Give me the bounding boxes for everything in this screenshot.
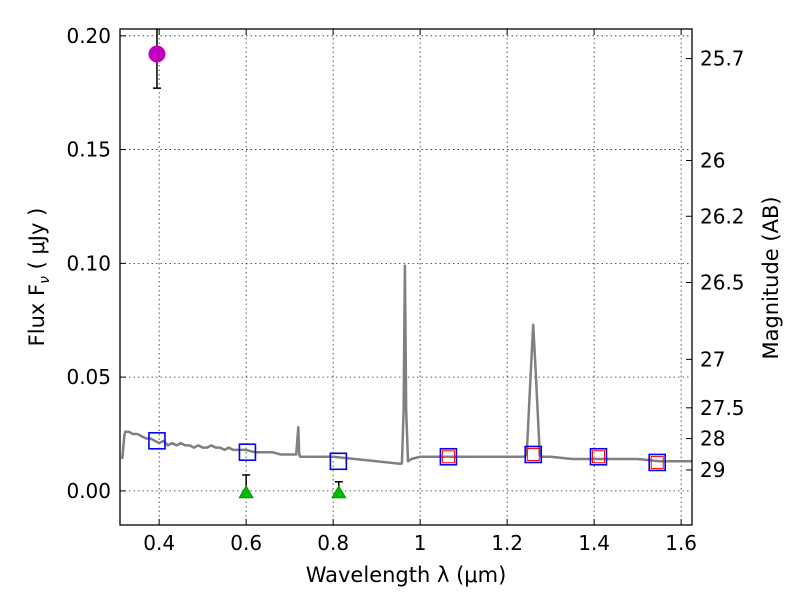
x-tick-label: 1.4 xyxy=(578,531,610,555)
right-tick-label: 26 xyxy=(700,149,725,173)
y-axis-label-sub: ν xyxy=(37,276,53,284)
model-band-point xyxy=(526,447,540,461)
x-tick-label: 0.4 xyxy=(143,531,175,555)
y-axis-label-main: Flux F xyxy=(25,284,49,346)
photometry-point xyxy=(148,432,166,450)
y-tick-label: 0.20 xyxy=(66,24,111,48)
y-axis-right-label: Magnitude (AB) xyxy=(759,196,783,359)
photometry-point xyxy=(524,445,543,464)
model-band-point xyxy=(441,450,455,464)
grid-lines xyxy=(120,29,692,525)
x-tick-label: 0.6 xyxy=(230,531,262,555)
right-tick-label: 26.2 xyxy=(700,204,745,228)
plot-frame xyxy=(119,28,693,526)
photometry-point xyxy=(648,453,667,472)
y-tick-label: 0.15 xyxy=(66,138,111,162)
y-tick-label: 0.05 xyxy=(66,365,111,389)
right-tick-label: 28 xyxy=(700,427,725,451)
model-band-point xyxy=(591,450,605,464)
right-tick-label: 27.5 xyxy=(700,396,745,420)
right-tick-label: 25.7 xyxy=(700,47,745,71)
photometry-point xyxy=(238,443,257,461)
right-tick-label: 26.5 xyxy=(700,270,745,294)
x-tick-label: 1.6 xyxy=(665,531,697,555)
detection-point xyxy=(148,45,166,63)
limit-triangle-point xyxy=(238,485,254,499)
photometry-point xyxy=(329,452,348,471)
right-tick-label: 27 xyxy=(700,347,725,371)
right-tick-label: 29 xyxy=(700,458,725,482)
x-tick-label: 1 xyxy=(414,531,427,555)
y-tick-label: 0.10 xyxy=(66,251,111,275)
limit-triangle-point xyxy=(331,485,347,499)
x-tick-label: 0.8 xyxy=(317,531,349,555)
x-tick-label: 1.2 xyxy=(491,531,523,555)
model-sed-layer xyxy=(120,264,692,465)
photometry-point xyxy=(589,447,608,466)
model-sed-line xyxy=(120,264,692,465)
y-tick-label: 0.00 xyxy=(66,479,111,503)
photometry-layer xyxy=(148,29,667,499)
axis-ticks: 0.4 0.6 0.8 1 1.2 1.4 1.6 0.00 0.05 0.10 0.15 0.20 2… xyxy=(66,24,744,555)
y-axis-label: Flux Fν ( μJy ) xyxy=(25,208,53,347)
photometry-point xyxy=(439,447,458,466)
model-band-point xyxy=(650,455,664,469)
x-axis-label: Wavelength λ (μm) xyxy=(306,563,507,587)
y-axis-label-unit: ( μJy ) xyxy=(25,208,49,276)
